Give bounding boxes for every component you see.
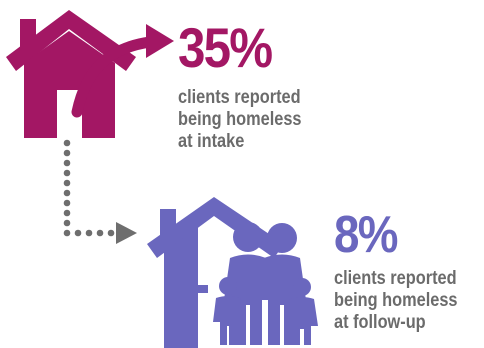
curved-arrow-icon [71, 24, 174, 118]
followup-description-line: clients reported [334, 268, 457, 289]
intake-description-line: being homeless [178, 109, 302, 130]
followup-description-line: at follow-up [334, 312, 426, 333]
house-icon [6, 10, 136, 138]
followup-description-line: being homeless [334, 290, 458, 311]
dotted-arrow-icon [63, 139, 137, 244]
intake-description: clients reported being homeless at intak… [178, 87, 302, 153]
followup-description: clients reported being homeless at follo… [334, 268, 458, 334]
followup-percentage: 8% [334, 206, 398, 264]
intake-description-line: clients reported [178, 87, 301, 108]
house-with-family-icon [147, 197, 318, 348]
intake-percentage: 35% [178, 16, 273, 79]
intake-description-line: at intake [178, 131, 245, 152]
